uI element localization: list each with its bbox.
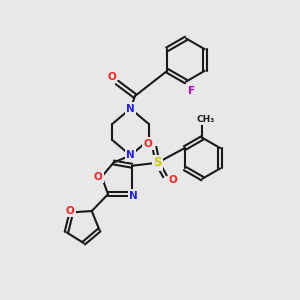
Text: S: S <box>153 156 162 169</box>
Text: F: F <box>188 85 195 96</box>
Text: N: N <box>126 150 135 161</box>
Text: O: O <box>107 72 116 82</box>
Text: CH₃: CH₃ <box>197 115 215 124</box>
Text: N: N <box>129 191 138 201</box>
Text: O: O <box>94 172 103 182</box>
Text: O: O <box>169 175 178 185</box>
Text: O: O <box>143 139 152 148</box>
Text: O: O <box>65 206 74 216</box>
Text: N: N <box>126 103 135 114</box>
